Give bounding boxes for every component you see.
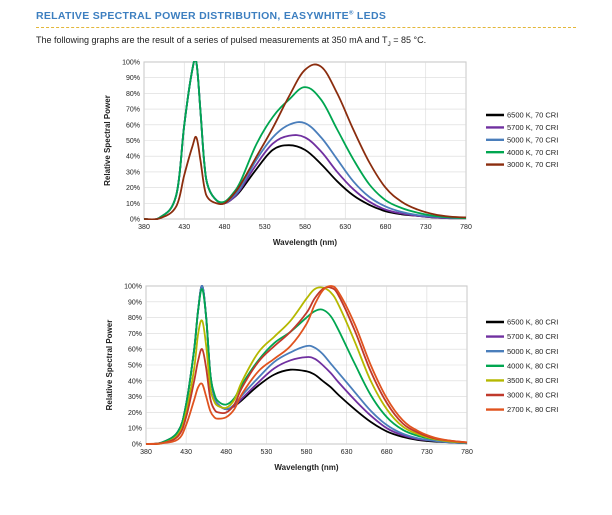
x-tick-label: 730 [421, 449, 433, 456]
legend-label: 2700 K, 80 CRI [507, 405, 558, 414]
legend-label: 5700 K, 80 CRI [507, 332, 558, 341]
y-tick-label: 0% [130, 217, 140, 224]
y-tick-label: 50% [126, 138, 140, 145]
x-tick-label: 580 [301, 449, 313, 456]
legend-label: 6500 K, 80 CRI [507, 318, 558, 327]
x-tick-label: 630 [341, 449, 353, 456]
x-tick-label: 630 [339, 224, 351, 231]
series-line-3 [144, 61, 466, 220]
y-axis-label: Relative Spectral Power [105, 320, 114, 411]
chart-70-cri: 0% 10% 20% 30% 40% 50% 60% 70% 80% 90% 100% 380 430 4… [103, 60, 558, 248]
y-tick-label: 90% [128, 299, 142, 306]
x-tick-label: 780 [460, 224, 472, 231]
title-divider [36, 27, 576, 28]
x-tick-label: 380 [140, 449, 152, 456]
y-axis-label: Relative Spectral Power [103, 95, 112, 186]
legend-label: 5700 K, 70 CRI [507, 123, 558, 132]
series-line-4 [144, 63, 466, 220]
y-tick-label: 100% [124, 284, 142, 291]
legend-label: 5000 K, 70 CRI [507, 135, 558, 144]
legend-label: 5000 K, 80 CRI [507, 347, 558, 356]
y-tick-label: 80% [126, 91, 140, 98]
y-tick-label: 20% [128, 410, 142, 417]
x-tick-label: 780 [461, 449, 473, 456]
y-tick-label: 80% [128, 315, 142, 322]
y-tick-label: 40% [126, 154, 140, 161]
legend-label: 3000 K, 70 CRI [507, 160, 558, 169]
series-line-3 [146, 288, 467, 445]
y-tick-label: 50% [128, 363, 142, 370]
x-tick-label: 530 [261, 449, 273, 456]
legend-label: 6500 K, 70 CRI [507, 111, 558, 120]
y-tick-label: 40% [128, 378, 142, 385]
x-tick-label: 530 [259, 224, 271, 231]
x-tick-label: 430 [178, 224, 190, 231]
series-line-6 [146, 285, 467, 445]
x-tick-label: 480 [219, 224, 231, 231]
y-tick-label: 70% [126, 107, 140, 114]
y-tick-label: 0% [132, 442, 142, 449]
y-tick-label: 60% [126, 122, 140, 129]
legend-label: 3500 K, 80 CRI [507, 376, 558, 385]
y-tick-label: 90% [126, 75, 140, 82]
x-axis-label: Wavelength (nm) [273, 238, 337, 247]
x-tick-label: 680 [380, 224, 392, 231]
series-line-5 [146, 286, 467, 445]
series-line-4 [146, 286, 467, 445]
y-tick-label: 30% [128, 394, 142, 401]
x-tick-label: 480 [220, 449, 232, 456]
y-tick-label: 10% [128, 426, 142, 433]
y-tick-label: 10% [126, 201, 140, 208]
x-axis-label: Wavelength (nm) [274, 463, 338, 472]
x-tick-label: 380 [138, 224, 150, 231]
x-tick-label: 430 [180, 449, 192, 456]
y-tick-label: 20% [126, 185, 140, 192]
y-tick-label: 70% [128, 331, 142, 338]
y-tick-label: 100% [122, 60, 140, 67]
x-tick-label: 730 [420, 224, 432, 231]
legend-label: 4000 K, 70 CRI [507, 148, 558, 157]
y-tick-label: 30% [126, 169, 140, 176]
x-tick-label: 680 [381, 449, 393, 456]
legend-label: 4000 K, 80 CRI [507, 361, 558, 370]
section-title: RELATIVE SPECTRAL POWER DISTRIBUTION, EA… [36, 10, 387, 22]
y-tick-label: 60% [128, 347, 142, 354]
intro-text: The following graphs are the result of a… [36, 35, 427, 48]
legend-label: 3000 K, 80 CRI [507, 391, 558, 400]
x-tick-label: 580 [299, 224, 311, 231]
